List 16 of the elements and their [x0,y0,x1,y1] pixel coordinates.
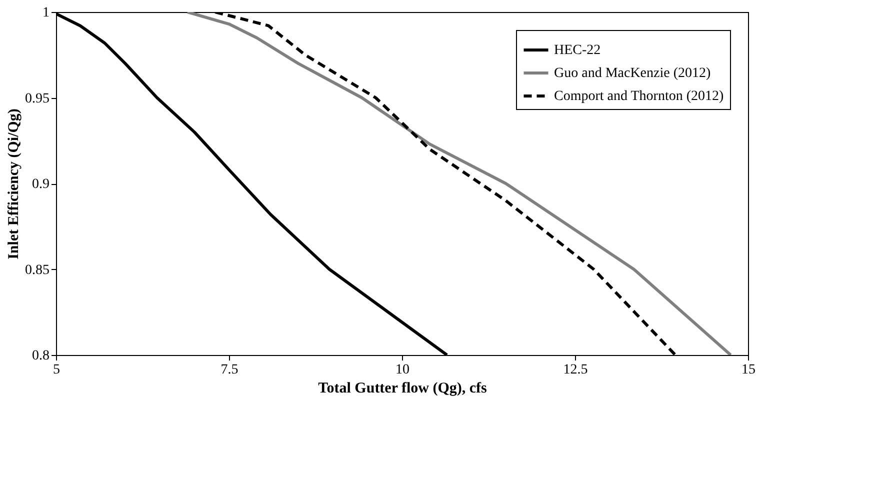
y-axis-title: Inlet Efficiency (Qi/Qg) [6,108,22,260]
legend-label: HEC-22 [554,43,601,58]
legend-label: Comport and Thornton (2012) [554,89,724,104]
legend-label: Guo and MacKenzie (2012) [554,66,712,81]
y-tick-label: 0.9 [32,177,50,192]
line-series [186,12,732,355]
y-tick-label: 0.85 [25,262,50,278]
y-tick-label: 0.8 [32,348,50,364]
x-tick-label: 7.5 [220,362,238,378]
x-axis-title: Total Gutter flow (Qg), cfs [318,380,488,396]
y-tick-label: 1 [42,6,50,20]
x-tick-label: 5 [53,362,60,378]
y-tick-label: 0.95 [25,91,50,106]
x-tick-label: 12.5 [563,362,588,378]
x-tick-label: 10 [396,362,410,378]
x-tick-label: 15 [742,362,756,378]
